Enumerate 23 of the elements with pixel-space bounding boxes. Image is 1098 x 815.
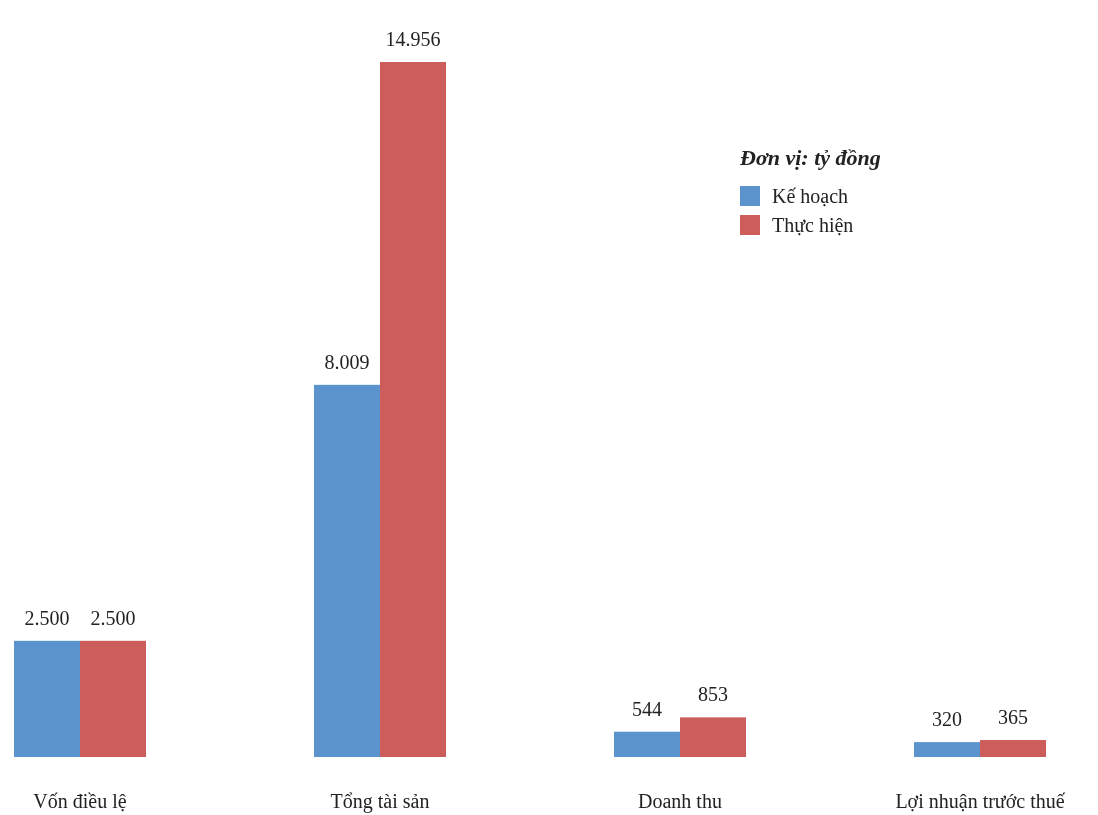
data-label: 14.956 <box>385 28 441 50</box>
x-tick-label: Tổng tài sản <box>330 790 430 813</box>
bar <box>14 640 80 757</box>
data-label: 365 <box>998 706 1028 729</box>
bar <box>614 731 680 757</box>
legend-label: Thực hiện <box>772 214 854 236</box>
bar <box>914 742 980 757</box>
x-tick-label: Doanh thu <box>638 790 722 812</box>
bar <box>380 62 446 757</box>
x-tick-label: Vốn điều lệ <box>33 790 127 812</box>
data-label: 8.009 <box>324 350 370 373</box>
data-label: 853 <box>698 683 728 706</box>
bar <box>314 384 380 757</box>
legend-title: Đơn vị: tỷ đồng <box>739 145 881 170</box>
bar <box>80 640 146 757</box>
data-label: 544 <box>632 697 662 720</box>
bar <box>980 740 1046 757</box>
data-label: 2.500 <box>90 606 136 629</box>
data-label: 320 <box>932 708 962 731</box>
x-tick-label: Lợi nhuận trước thuế <box>895 790 1066 812</box>
bar <box>680 717 746 757</box>
legend-label: Kế hoạch <box>772 185 849 207</box>
data-label: 2.500 <box>24 606 70 629</box>
